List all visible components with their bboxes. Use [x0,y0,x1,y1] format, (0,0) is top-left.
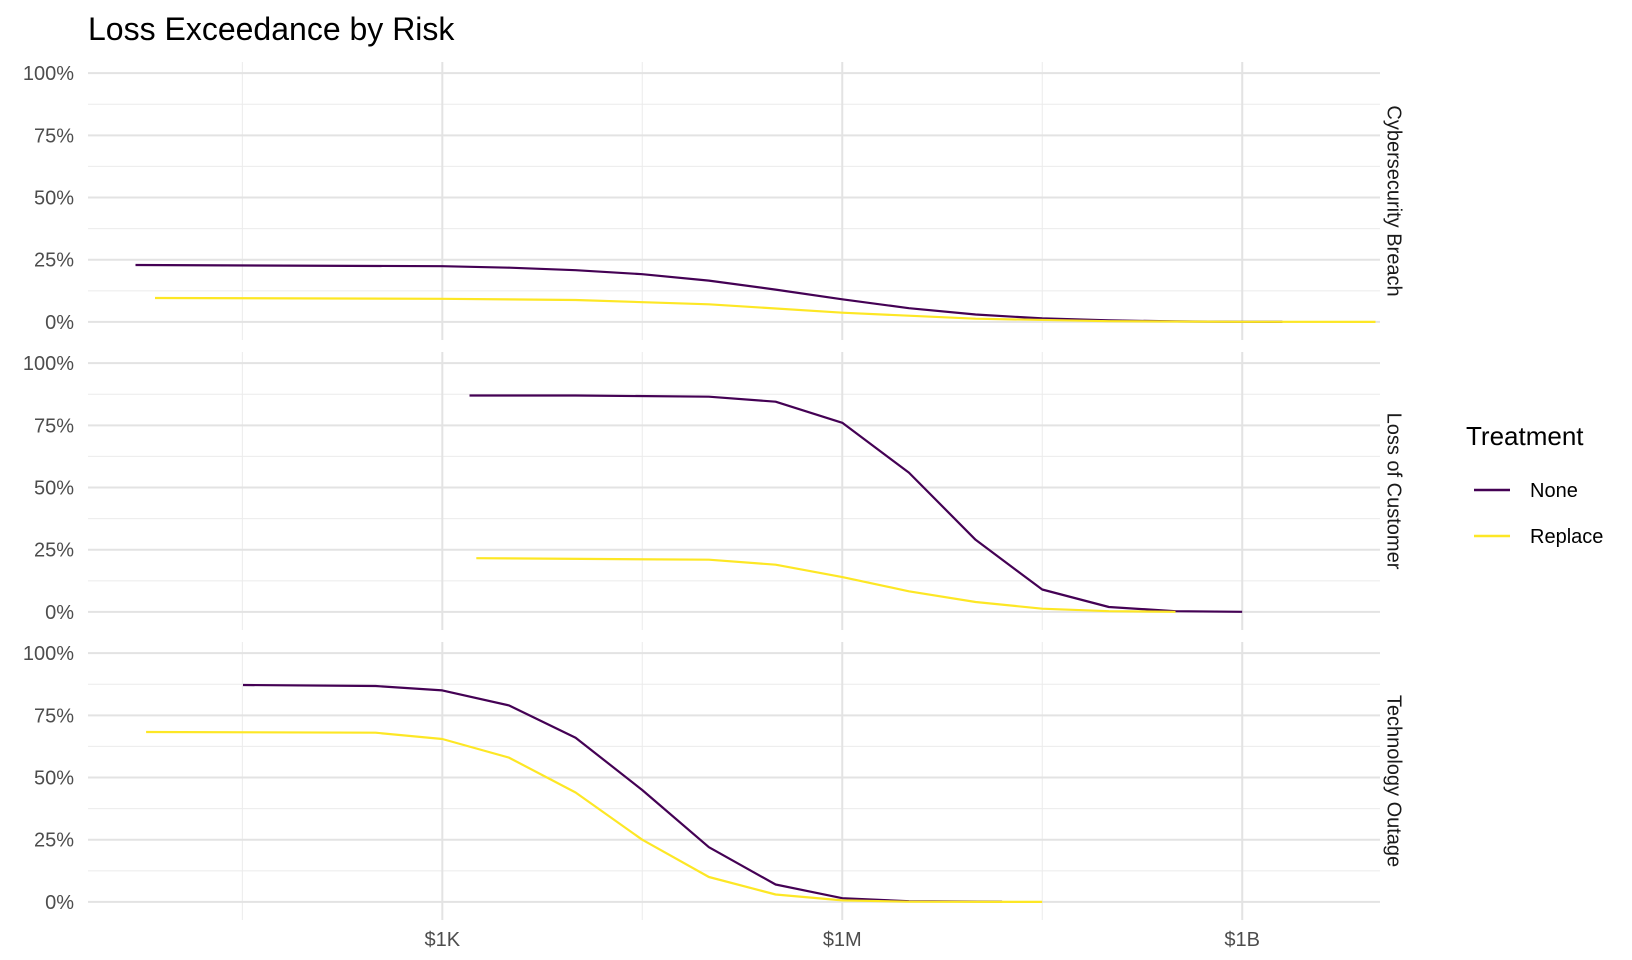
y-tick-label: 75% [34,415,74,437]
y-tick-label: 25% [34,830,74,852]
y-tick-label: 50% [34,478,74,500]
facet-strip-label: Technology Outage [1383,695,1405,867]
x-axis: $1K $1M $1B [425,929,1261,951]
y-tick-label: 75% [34,125,74,147]
y-tick-label: 25% [34,540,74,562]
y-tick-label: 25% [34,250,74,272]
legend-title: Treatment [1466,421,1584,451]
legend-label-none: None [1530,480,1578,502]
x-tick-label: $1K [425,929,461,951]
series-line-none [469,394,1243,613]
facet-strip-label: Cybersecurity Breach [1383,105,1405,296]
y-tick-label: 75% [34,705,74,727]
panel-0: 0% 25% 50% 75% 100% Cybersecurity Breach [23,62,1405,340]
y-tick-label: 50% [34,188,74,210]
y-tick-label: 0% [45,892,74,914]
chart-title: Loss Exceedance by Risk [88,11,455,47]
legend-label-replace: Replace [1530,526,1603,548]
series-line-replace [146,730,1043,903]
series-line-replace [476,557,1176,613]
y-tick-label: 0% [45,602,74,624]
panels-layer: 0% 25% 50% 75% 100% Cybersecurity Breach 0% 25%… [23,62,1405,920]
y-tick-label: 50% [34,768,74,790]
legend: Treatment None Replace [1466,421,1603,548]
series-line-none [135,263,1283,323]
y-tick-label: 100% [23,353,74,375]
facet-strip-label: Loss of Customer [1383,413,1405,570]
panel-1: 0% 25% 50% 75% 100% Loss of Customer [23,352,1405,630]
y-tick-label: 100% [23,643,74,665]
series-line-replace [154,296,1376,323]
y-tick-label: 0% [45,312,74,334]
y-tick-label: 100% [23,63,74,85]
series-line-none [242,683,1003,903]
panel-2: 0% 25% 50% 75% 100% Technology Outage [23,642,1405,920]
x-tick-label: $1B [1224,929,1260,951]
x-tick-label: $1M [823,929,862,951]
